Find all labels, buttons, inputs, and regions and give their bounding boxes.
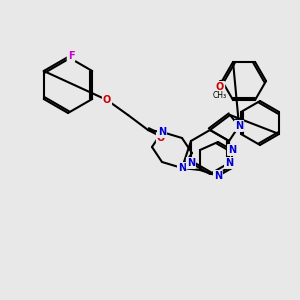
Text: O: O: [103, 95, 111, 105]
Text: N: N: [228, 145, 236, 155]
Text: O: O: [216, 82, 224, 92]
Text: O: O: [157, 133, 165, 143]
Text: N: N: [235, 121, 243, 131]
Text: F: F: [68, 51, 74, 61]
Text: N: N: [187, 158, 195, 168]
Text: N: N: [225, 158, 233, 168]
Text: N: N: [158, 127, 166, 137]
Text: N: N: [214, 171, 222, 181]
Text: N: N: [178, 163, 186, 173]
Text: CH₃: CH₃: [213, 91, 227, 100]
